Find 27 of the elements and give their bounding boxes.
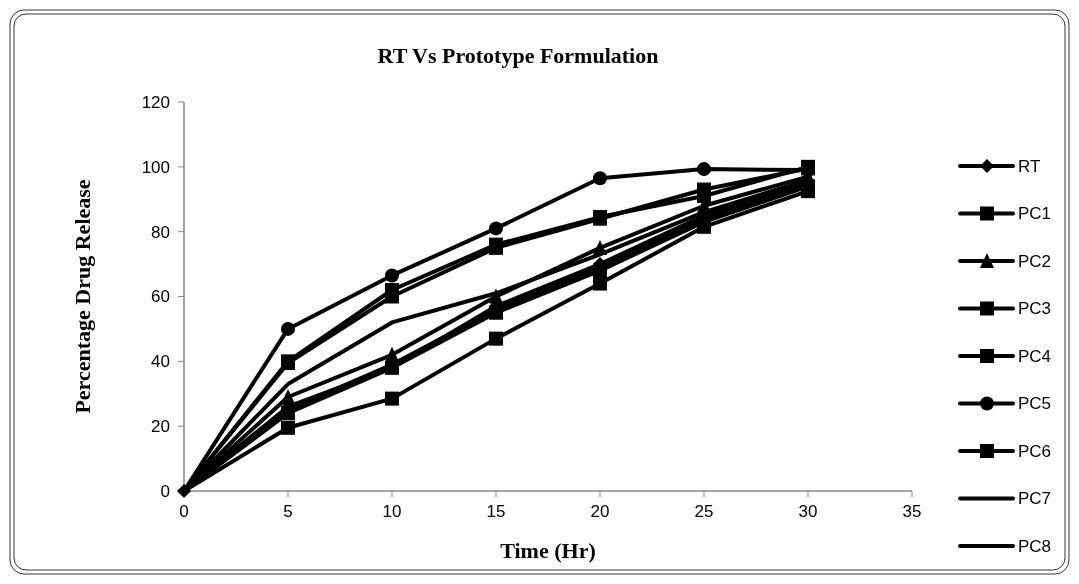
y-axis-title: Percentage Drug Release (70, 179, 95, 414)
x-tick-label: 30 (798, 502, 818, 521)
legend-label: PC5 (1018, 394, 1052, 414)
legend-label: PC2 (1018, 251, 1052, 271)
y-tick-label: 0 (160, 481, 170, 501)
y-tick-label: 20 (151, 417, 170, 437)
legend-label: PC6 (1018, 441, 1052, 461)
y-tick-label: 60 (151, 287, 170, 307)
y-tick-label: 120 (141, 92, 170, 112)
x-tick-label: 20 (590, 502, 610, 521)
x-tick-label: 15 (486, 502, 506, 521)
legend-label: PC4 (1018, 346, 1052, 366)
y-tick-label: 100 (141, 157, 170, 177)
x-tick-label: 25 (694, 502, 714, 521)
legend-label: PC1 (1018, 204, 1052, 224)
x-tick-label: 0 (179, 502, 189, 521)
x-tick-label: 5 (283, 502, 293, 521)
y-tick-label: 80 (151, 222, 170, 242)
legend-label: PC3 (1018, 299, 1052, 319)
x-tick-label: 10 (382, 502, 402, 521)
chart-title: RT Vs Prototype Formulation (377, 43, 659, 68)
legend-label: RT (1018, 156, 1041, 176)
x-axis-title: Time (Hr) (500, 538, 596, 563)
legend-label: PC7 (1018, 489, 1052, 509)
y-tick-label: 40 (151, 352, 170, 372)
legend-label: PC8 (1018, 536, 1052, 556)
x-tick-label: 35 (902, 502, 922, 521)
